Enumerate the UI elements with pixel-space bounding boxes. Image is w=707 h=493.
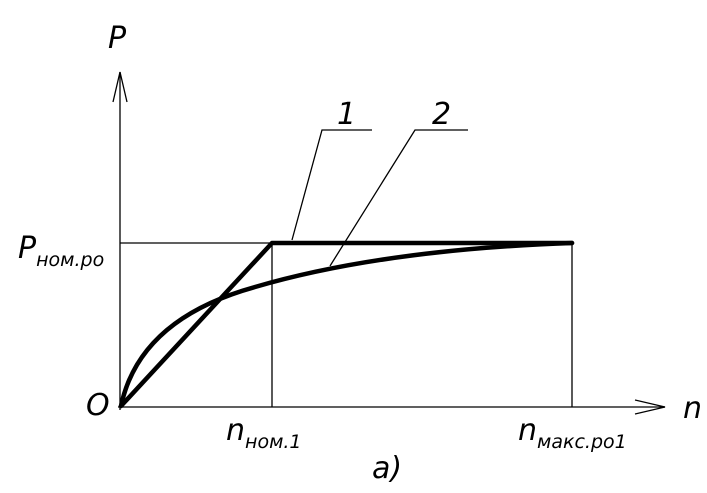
curve-1-label: 1: [337, 97, 356, 132]
p-nom-label: Pном.ро: [18, 231, 104, 271]
curve-2: [118, 240, 575, 409]
y-arrow: [112, 71, 128, 103]
curve-1: [118, 240, 575, 409]
caption: а): [372, 451, 402, 486]
leader-2: [329, 129, 468, 267]
leader-1: [291, 129, 372, 241]
y-label: P: [108, 21, 127, 56]
origin-label: O: [86, 388, 110, 423]
n-max-label: nмакс.ро1: [518, 413, 627, 453]
x-label: n: [683, 391, 702, 426]
n-nom-label: nном.1: [226, 413, 302, 453]
curve-2-label: 2: [432, 97, 451, 132]
x-arrow: [634, 399, 666, 415]
